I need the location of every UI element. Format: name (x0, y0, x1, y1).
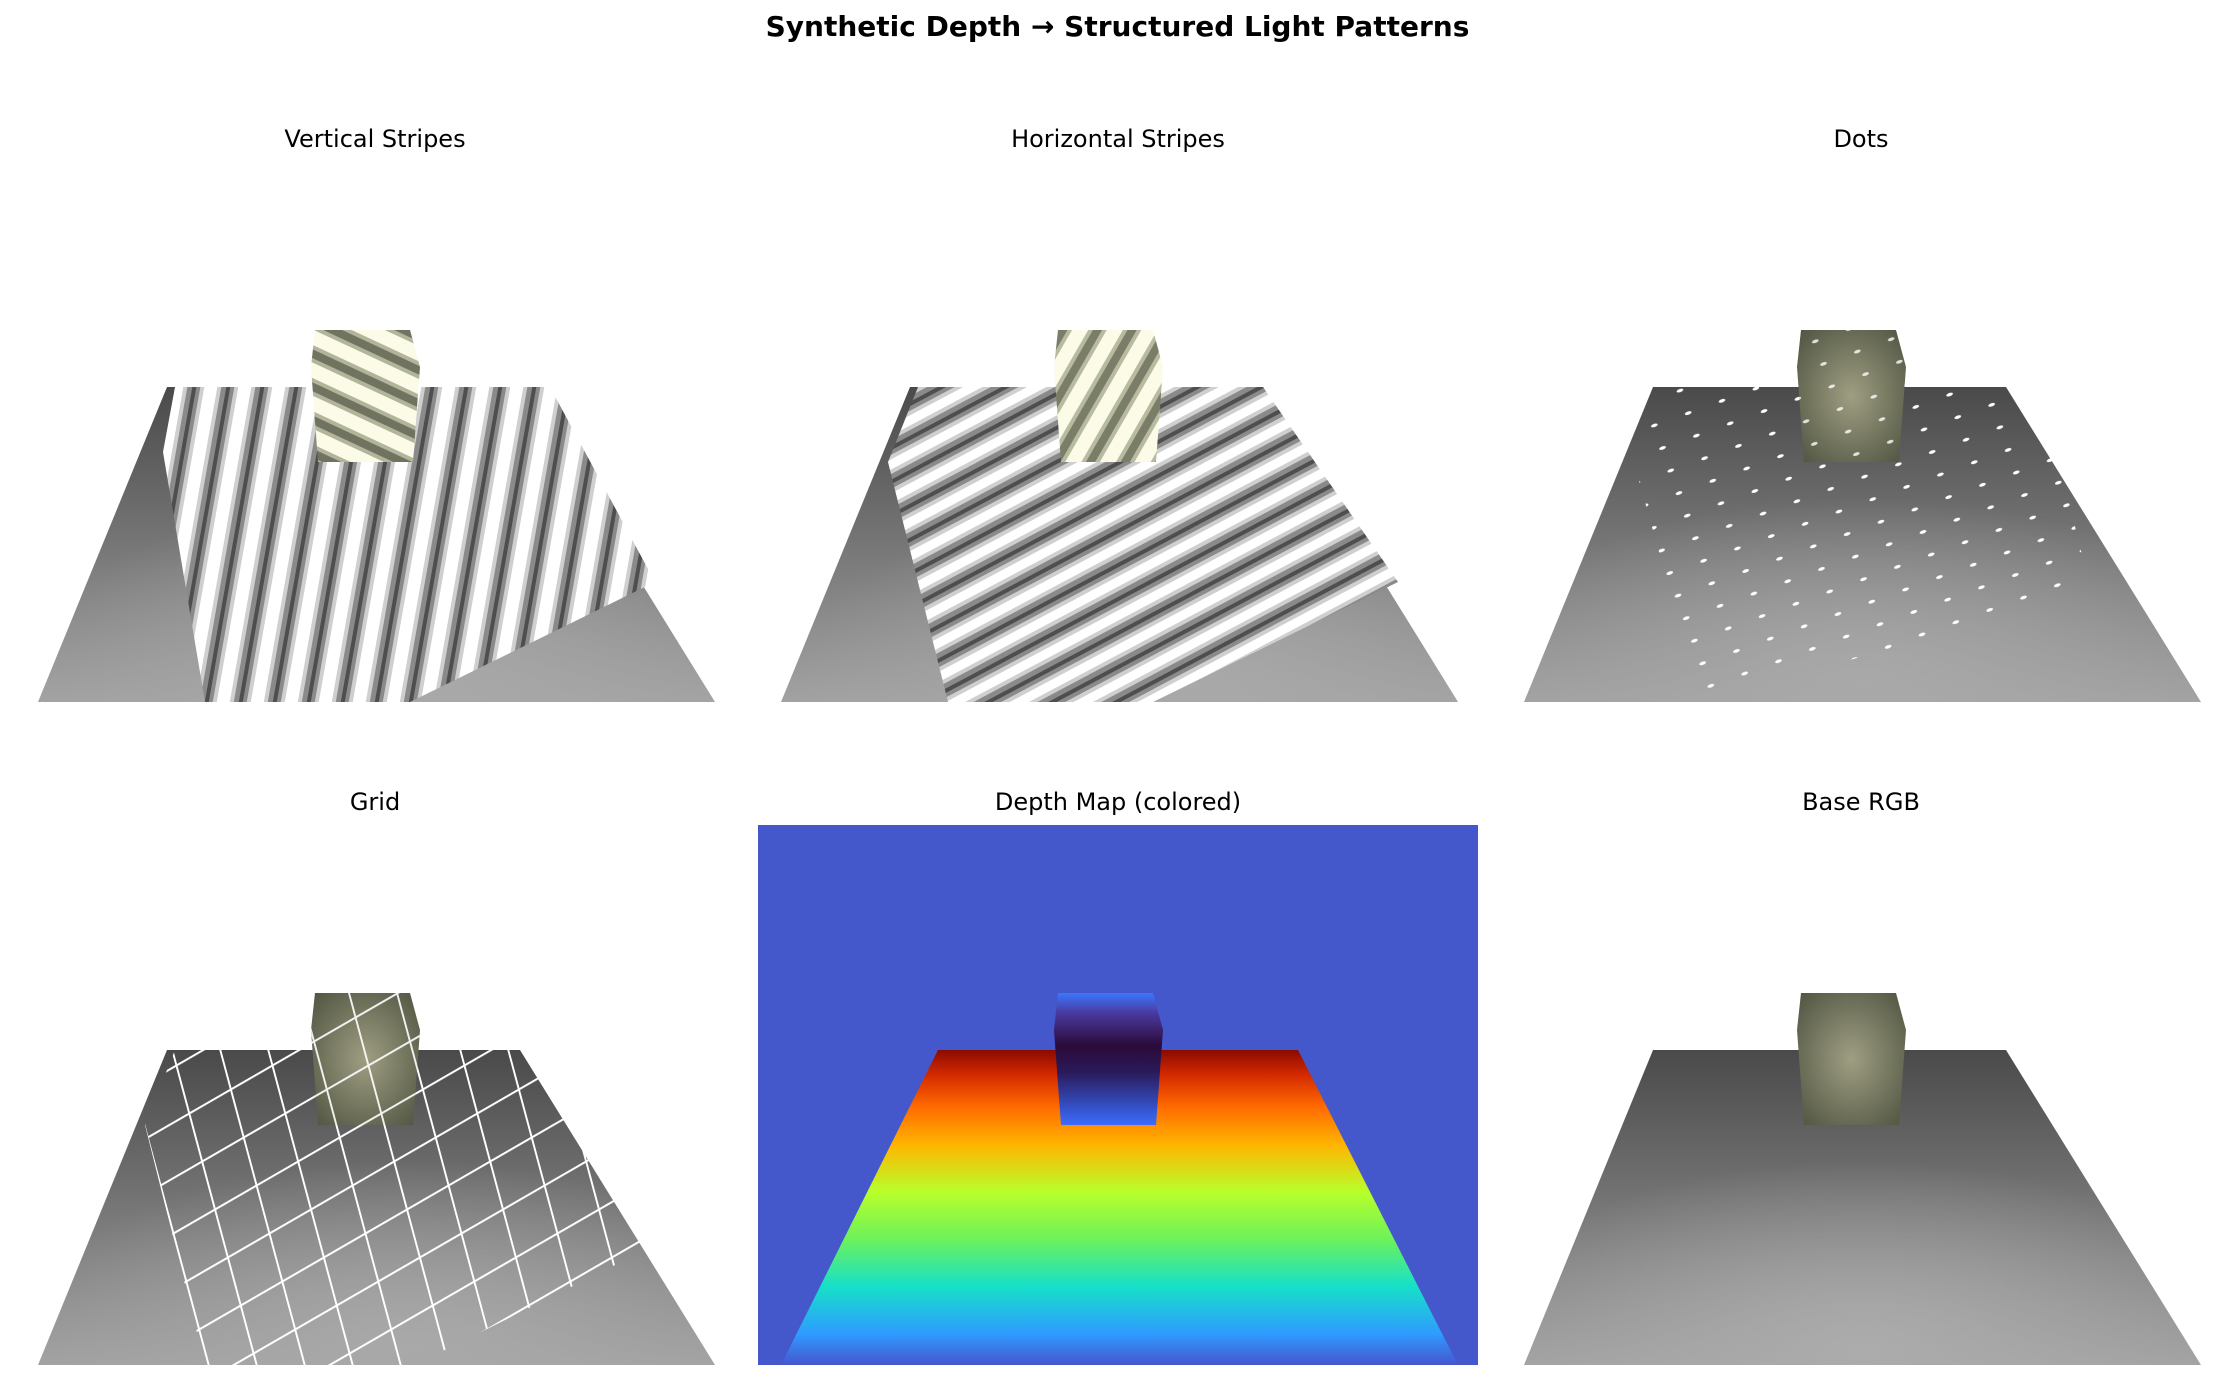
panel-base-rgb (1501, 825, 2221, 1365)
panel-title-depth-map: Depth Map (colored) (994, 788, 1242, 816)
panel-title-vertical-stripes: Vertical Stripes (284, 125, 466, 153)
panel-title-dots: Dots (1833, 125, 1889, 153)
base-rgb-image (1524, 993, 2201, 1365)
panel-grid (15, 825, 735, 1365)
figure-title: Synthetic Depth → Structured Light Patte… (765, 10, 1470, 43)
panel-horizontal-stripes (758, 162, 1478, 702)
horizontal-stripes-image (781, 330, 1458, 702)
panel-depth-map (758, 825, 1478, 1365)
vertical-stripes-image (38, 330, 715, 702)
panel-vertical-stripes (15, 162, 735, 702)
grid-image (38, 993, 715, 1365)
dots-image (1524, 330, 2201, 702)
panel-title-grid: Grid (349, 788, 401, 816)
panel-title-base-rgb: Base RGB (1802, 788, 1920, 816)
panel-dots (1501, 162, 2221, 702)
panel-title-horizontal-stripes: Horizontal Stripes (1011, 125, 1225, 153)
depth-map-image (758, 825, 1478, 1365)
